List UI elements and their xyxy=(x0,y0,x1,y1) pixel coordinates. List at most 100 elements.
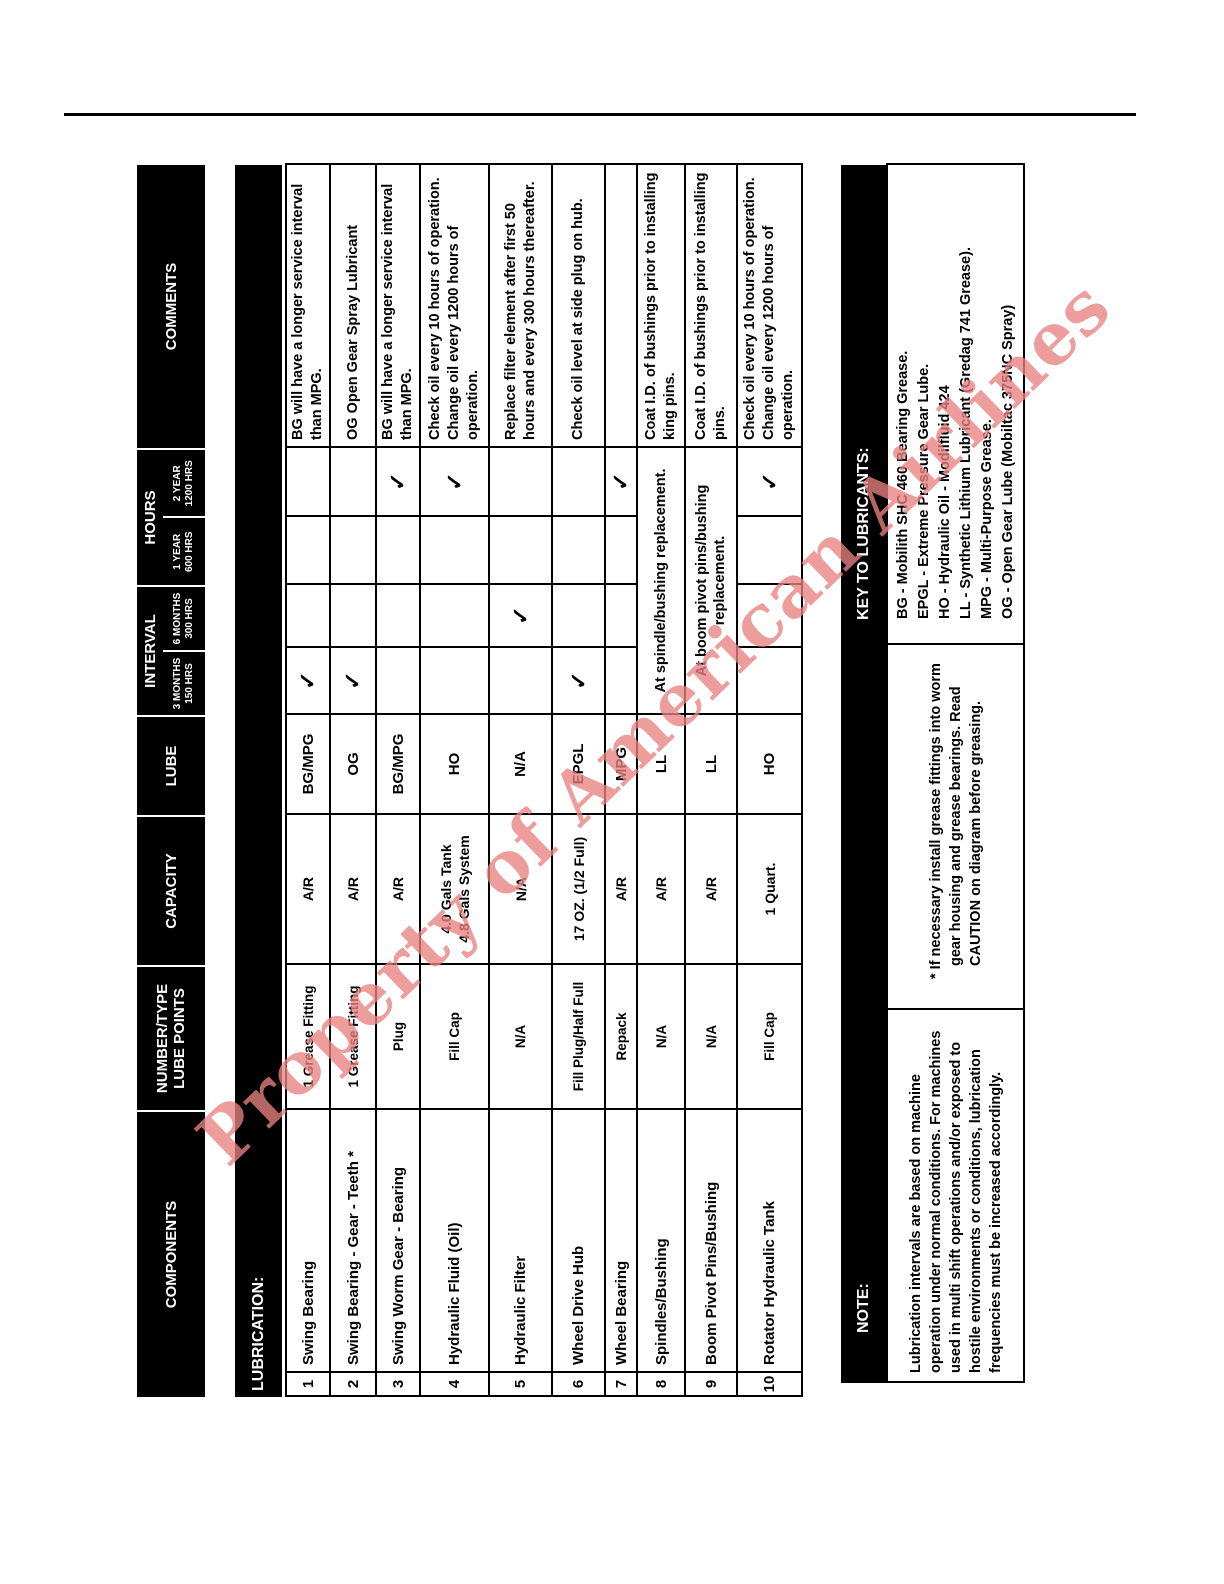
lube-cell: EPGL xyxy=(552,714,605,814)
comments-cell xyxy=(605,164,637,447)
key-item: HO - Hydraulic Oil - Modilfluid 424 xyxy=(936,385,953,619)
comments-cell: Coat I.D. of bushings prior to installin… xyxy=(637,164,685,447)
header-hours-group: HOURS 1 YEAR 600 HRS 2 YEAR 1200 HRS xyxy=(137,448,205,585)
interval-2yr-cell: ✓ xyxy=(376,447,420,516)
comments-cell: Check oil every 10 hours of operation. C… xyxy=(420,164,489,447)
comments-cell: Coat I.D. of bushings prior to installin… xyxy=(685,164,737,447)
row-number: 6 xyxy=(552,1372,605,1396)
table-row-4: 4 Hydraulic Fluid (Oil) Fill Cap 4.0 Gal… xyxy=(420,164,489,1396)
table-row-7: 7 Wheel Bearing Repack A/R MPG ✓ xyxy=(605,164,637,1396)
lube-cell: LL xyxy=(685,714,737,814)
row-number: 3 xyxy=(376,1372,420,1396)
table-row-10: 10 Rotator Hydraulic Tank Fill Cap 1 Qua… xyxy=(737,164,802,1396)
row-number: 10 xyxy=(737,1372,802,1396)
lube-points-cell: Fill Cap xyxy=(420,964,489,1109)
interval-2yr-cell xyxy=(286,447,330,516)
header-components: COMPONENTS xyxy=(137,1110,205,1397)
header-1-year: 1 YEAR 600 HRS xyxy=(172,531,195,573)
header-hours: HOURS xyxy=(141,490,159,545)
interval-1yr-cell xyxy=(552,516,605,584)
key-item: BG - Mobilith SHC 460 Bearing Grease. xyxy=(894,350,911,619)
header-capacity: CAPACITY xyxy=(137,815,205,965)
note-text: Lubrication intervals are based on machi… xyxy=(887,1009,1024,1382)
interval-6mo-cell xyxy=(330,584,376,647)
capacity-cell: 17 OZ. (1/2 Full) xyxy=(552,814,605,964)
interval-3mo-cell xyxy=(376,647,420,714)
component-cell: Swing Worm Gear - Bearing xyxy=(376,1109,420,1372)
interval-3mo-cell xyxy=(420,647,489,714)
lube-cell: HO xyxy=(737,714,802,814)
capacity-cell: A/R xyxy=(376,814,420,964)
page-header-rule xyxy=(64,113,1136,116)
lube-cell: LL xyxy=(637,714,685,814)
table-row-2: 2 Swing Bearing - Gear - Teeth * 1 Greas… xyxy=(330,164,376,1396)
interval-6mo-cell xyxy=(737,584,802,647)
header-comments: COMMENTS xyxy=(137,165,205,448)
lube-points-cell: 1 Grease Fitting xyxy=(330,964,376,1109)
interval-3mo-cell xyxy=(489,647,552,714)
lubrication-section-bar: LUBRICATION: xyxy=(235,165,282,1397)
interval-merged-cell: At spindle/bushing replacement. xyxy=(637,447,685,714)
interval-3mo-cell: ✓ xyxy=(552,647,605,714)
capacity-cell: A/R xyxy=(330,814,376,964)
lube-points-cell: Repack xyxy=(605,964,637,1109)
row-number: 8 xyxy=(637,1372,685,1396)
comments-cell: Check oil level at side plug on hub. xyxy=(552,164,605,447)
lube-points-cell: 1 Grease Fitting xyxy=(286,964,330,1109)
lube-points-cell: N/A xyxy=(489,964,552,1109)
interval-6mo-cell xyxy=(286,584,330,647)
lube-cell: OG xyxy=(330,714,376,814)
interval-6mo-cell xyxy=(605,584,637,647)
table-header-row: COMPONENTS NUMBER/TYPE LUBE POINTS CAPAC… xyxy=(137,165,205,1397)
table-row-9: 9 Boom Pivot Pins/Bushing N/A A/R LL At … xyxy=(685,164,737,1396)
component-cell: Swing Bearing xyxy=(286,1109,330,1372)
interval-3mo-cell: ✓ xyxy=(330,647,376,714)
interval-2yr-cell xyxy=(489,447,552,516)
interval-1yr-cell xyxy=(737,516,802,584)
spacer xyxy=(205,165,235,1397)
interval-3mo-cell: ✓ xyxy=(286,647,330,714)
note-label: NOTE: xyxy=(855,1283,872,1333)
lube-cell: MPG xyxy=(605,714,637,814)
row-number: 5 xyxy=(489,1372,552,1396)
lube-cell: HO xyxy=(420,714,489,814)
interval-1yr-cell xyxy=(376,516,420,584)
comments-cell: BG will have a longer service interval t… xyxy=(376,164,420,447)
spacer xyxy=(803,165,841,1397)
capacity-cell: A/R xyxy=(685,814,737,964)
interval-2yr-cell: ✓ xyxy=(605,447,637,516)
rotated-lubrication-chart: COMPONENTS NUMBER/TYPE LUBE POINTS CAPAC… xyxy=(137,164,1024,1397)
row-number: 4 xyxy=(420,1372,489,1396)
component-cell: Spindles/Bushing xyxy=(637,1109,685,1372)
header-2-year: 2 YEAR 1200 HRS xyxy=(163,450,205,519)
key-to-lubricants-list: BG - Mobilith SHC 460 Bearing Grease. EP… xyxy=(887,164,1024,644)
interval-6mo-cell: ✓ xyxy=(489,584,552,647)
component-cell: Hydraulic Fluid (Oil) xyxy=(420,1109,489,1372)
key-item: LL - Synthetic Lithium Lubricant (Gredag… xyxy=(957,247,974,619)
notes-row: Lubrication intervals are based on machi… xyxy=(886,163,1025,1383)
table-row-3: 3 Swing Worm Gear - Bearing Plug A/R BG/… xyxy=(376,164,420,1396)
lube-cell: N/A xyxy=(489,714,552,814)
lubrication-chart-sheet: COMPONENTS NUMBER/TYPE LUBE POINTS CAPAC… xyxy=(137,164,1024,1397)
component-cell: Rotator Hydraulic Tank xyxy=(737,1109,802,1372)
note-key-bar: NOTE: KEY TO LUBRICANTS: xyxy=(841,165,886,1383)
table-row-1: 1 Swing Bearing 1 Grease Fitting A/R BG/… xyxy=(286,164,330,1396)
component-cell: Swing Bearing - Gear - Teeth * xyxy=(330,1109,376,1372)
capacity-cell: A/R xyxy=(286,814,330,964)
interval-2yr-cell: ✓ xyxy=(737,447,802,516)
asterisk-note-text: * If necessary install grease fittings i… xyxy=(887,644,1024,1009)
key-to-lubricants-label: KEY TO LUBRICANTS: xyxy=(855,447,872,620)
row-number: 2 xyxy=(330,1372,376,1396)
capacity-cell: 4.0 Gals Tank 4.8 Gals System xyxy=(420,814,489,964)
component-cell: Hydraulic Filter xyxy=(489,1109,552,1372)
header-lube-points-line2: LUBE POINTS xyxy=(171,988,188,1089)
comments-cell: BG will have a longer service interval t… xyxy=(286,164,330,447)
table-row-6: 6 Wheel Drive Hub Fill Plug/Half Full 17… xyxy=(552,164,605,1396)
row-number: 1 xyxy=(286,1372,330,1396)
interval-2yr-cell xyxy=(330,447,376,516)
lube-points-cell: Plug xyxy=(376,964,420,1109)
lubrication-section-label: LUBRICATION: xyxy=(249,1276,267,1391)
comments-cell: Check oil every 10 hours of operation. C… xyxy=(737,164,802,447)
row-number: 9 xyxy=(685,1372,737,1396)
